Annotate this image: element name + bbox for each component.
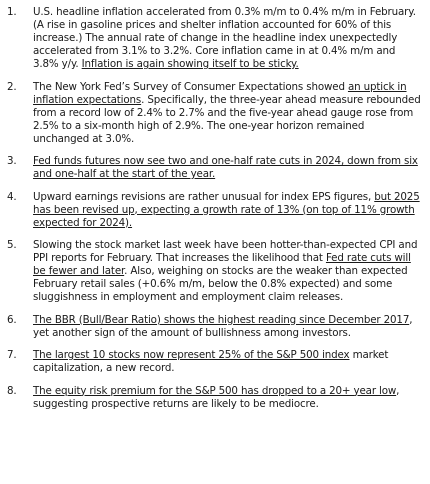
item-number: 3. xyxy=(7,155,17,167)
item-number: 2. xyxy=(7,80,17,93)
item-number: 5. xyxy=(7,239,17,251)
text-segment: Slowing the stock market last week have … xyxy=(33,239,418,264)
list-item: 2. The New York Fed’s Survey of Consumer … xyxy=(7,81,422,146)
text-segment: , suggesting prospective returns are lik… xyxy=(33,384,400,410)
text-link[interactable]: an uptick in inflation expectations xyxy=(33,80,407,106)
numbered-list: 1. U.S. headline inflation accelerated fr… xyxy=(7,6,422,411)
item-text: Upward earnings revisions are rather unu… xyxy=(33,191,422,230)
list-item: 6. The BBR (Bull/Bear Ratio) shows the hi… xyxy=(7,314,422,340)
item-number: 1. xyxy=(7,6,17,18)
list-item: 8. The equity risk premium for the S&P 50… xyxy=(7,385,422,411)
text-link[interactable]: Fed rate cuts will be fewer and later xyxy=(33,252,411,277)
text-segment: , yet another sign of the amount of bull… xyxy=(33,313,413,339)
item-number: 8. xyxy=(7,384,17,397)
text-segment: . Specifically, the three-year ahead mea… xyxy=(33,93,421,145)
item-text: The equity risk premium for the S&P 500 … xyxy=(33,385,422,411)
item-number: 4. xyxy=(7,190,17,203)
text-link[interactable]: Fed funds futures now see two and one-ha… xyxy=(33,155,418,180)
list-item: 5. Slowing the stock market last week hav… xyxy=(7,239,422,304)
text-link[interactable]: The largest 10 stocks now represent 25% … xyxy=(33,349,350,361)
item-text: The New York Fed’s Survey of Consumer Ex… xyxy=(33,81,422,146)
text-link[interactable]: The equity risk premium for the S&P 500 … xyxy=(33,384,397,397)
item-text: Slowing the stock market last week have … xyxy=(33,239,422,304)
text-segment: market capitalization, a new record. xyxy=(33,349,389,374)
item-text: The BBR (Bull/Bear Ratio) shows the high… xyxy=(33,314,422,340)
list-item: 3. Fed funds futures now see two and one-… xyxy=(7,155,422,181)
list-item: 7. The largest 10 stocks now represent 25… xyxy=(7,349,422,375)
text-segment: . Also, weighing on stocks are the weake… xyxy=(33,265,408,303)
item-text: U.S. headline inflation accelerated from… xyxy=(33,6,422,71)
item-text: Fed funds futures now see two and one-ha… xyxy=(33,155,422,181)
text-link[interactable]: The BBR (Bull/Bear Ratio) shows the high… xyxy=(33,313,410,326)
item-text: The largest 10 stocks now represent 25% … xyxy=(33,349,422,375)
list-item: 1. U.S. headline inflation accelerated fr… xyxy=(7,6,422,71)
text-segment: The New York Fed’s Survey of Consumer Ex… xyxy=(33,80,348,93)
text-segment: U.S. headline inflation accelerated from… xyxy=(33,6,416,70)
item-number: 6. xyxy=(7,313,17,326)
text-link[interactable]: Inflation is again showing itself to be … xyxy=(81,58,299,70)
item-number: 7. xyxy=(7,349,17,361)
text-link[interactable]: but 2025 has been revised up, expecting … xyxy=(33,190,420,229)
text-segment: Upward earnings revisions are rather unu… xyxy=(33,190,375,203)
list-item: 4. Upward earnings revisions are rather u… xyxy=(7,191,422,230)
